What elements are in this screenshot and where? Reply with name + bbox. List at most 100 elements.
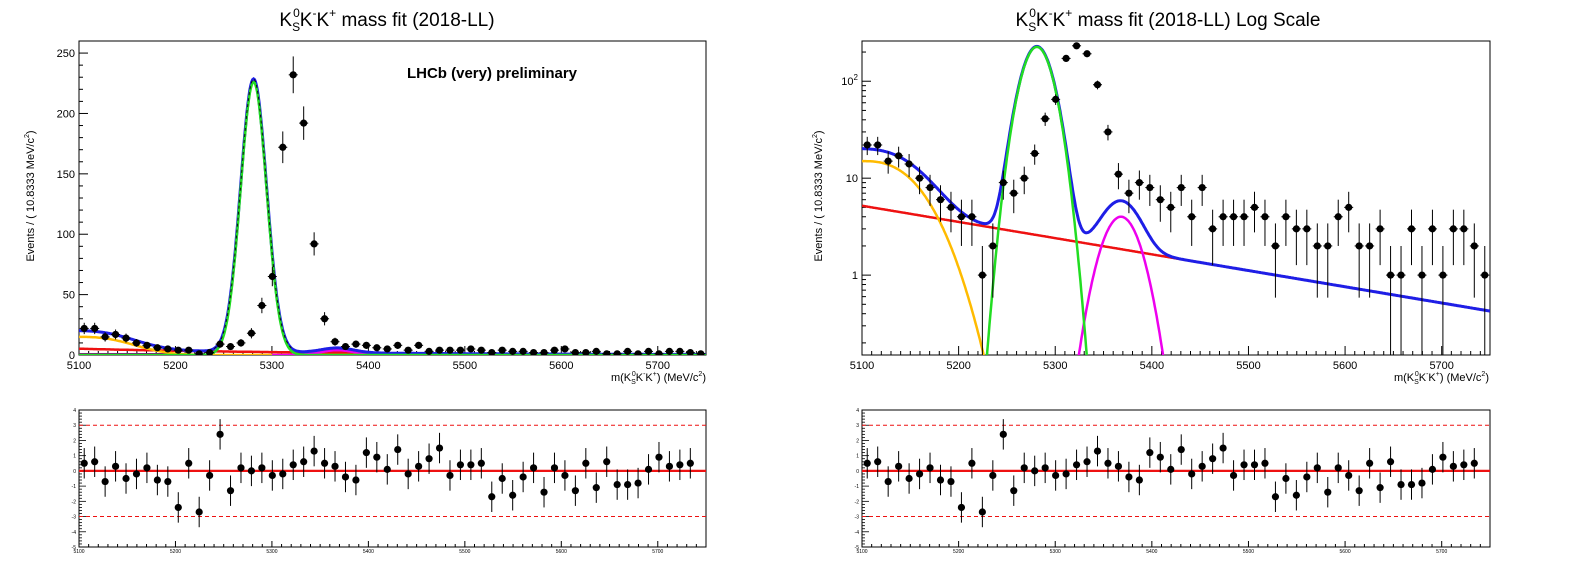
pull-y-tick-label: -1 [72, 484, 77, 490]
mass-fit-linear-plot: 5100 5200 5300 5400 5500 5600 5700 0 50 100 150 200… [57, 40, 715, 372]
data-point [310, 240, 318, 248]
pull-point [905, 474, 913, 483]
pull-point [519, 473, 527, 481]
pull-point [331, 462, 339, 470]
data-point [1397, 271, 1405, 279]
x-tick-label: 5400 [1140, 360, 1164, 372]
pull-point [1407, 480, 1416, 489]
pull-x-tick-label: 5700 [652, 549, 663, 555]
data-point [697, 350, 705, 355]
data-point [863, 141, 871, 149]
log-plot-title: KS0K-K+ mass fit (2018-LL) Log Scale [1016, 6, 1321, 34]
data-point [394, 341, 402, 349]
data-point [1135, 179, 1143, 187]
mass-fit-log-plot: 5100 5200 5300 5400 5500 5600 5700 1 10 102 [841, 40, 1499, 372]
x-tick-label: 5300 [260, 360, 284, 372]
pull-point [1031, 467, 1039, 475]
data-point [936, 196, 945, 204]
data-point [362, 341, 370, 349]
data-point [1324, 242, 1332, 250]
pull-point [1198, 462, 1206, 470]
pull-x-tick-label: 5600 [1340, 549, 1351, 555]
pull-point [1250, 461, 1259, 469]
y-tick-label: 10 [846, 173, 858, 185]
pull-point [550, 464, 559, 472]
data-point [226, 342, 235, 351]
pull-point [362, 449, 370, 457]
y-tick-label: 0 [69, 350, 75, 362]
x-tick-label: 5700 [1429, 360, 1453, 372]
data-point [905, 160, 913, 168]
data-point [1261, 213, 1269, 221]
signal-curve [985, 45, 1089, 355]
pull-point [1261, 459, 1269, 467]
pull-y-tick-label: -1 [855, 484, 860, 490]
main-plot-y-axis-label: Events / ( 10.8333 MeV/c2) [24, 130, 37, 261]
data-point [519, 347, 527, 355]
pull-point [320, 459, 329, 467]
pull-point [300, 458, 308, 466]
pull-point [1229, 471, 1238, 480]
pull-x-tick-label: 5100 [73, 549, 84, 555]
pull-point [1093, 447, 1102, 455]
pull-point [1439, 453, 1447, 461]
x-tick-label: 5100 [67, 360, 91, 372]
pull-point [895, 462, 903, 470]
pull-point [1156, 453, 1164, 461]
x-tick-label: 5300 [1043, 360, 1067, 372]
data-point [665, 347, 674, 355]
pull-point [999, 430, 1007, 438]
pull-point [1135, 476, 1143, 484]
data-point [509, 347, 517, 355]
plot-frame [861, 40, 1491, 356]
data-point [467, 345, 475, 353]
data-point [1010, 189, 1018, 197]
data-point [644, 347, 653, 355]
pull-point [383, 465, 391, 473]
pull-point [655, 453, 663, 461]
pull-point [1418, 479, 1426, 487]
data-point [1282, 213, 1290, 221]
y-tick-label: 50 [63, 290, 75, 302]
pull-point [310, 447, 318, 455]
data-point [279, 143, 287, 151]
data-point [1460, 225, 1468, 233]
pull-point [874, 458, 882, 466]
pull-point [373, 453, 381, 461]
data-point [947, 203, 955, 211]
data-point [1072, 42, 1081, 50]
pull-point [915, 470, 924, 478]
data-point [1492, 272, 1499, 279]
pull-y-tick-label: 4 [856, 408, 859, 414]
pull-point [1386, 458, 1395, 466]
pull-x-tick-label: 5200 [170, 549, 181, 555]
data-point [1062, 54, 1070, 62]
pull-y-tick-label: 2 [856, 438, 859, 444]
pull-point [415, 462, 423, 470]
pull-point [435, 444, 444, 452]
pull-point [446, 471, 454, 480]
data-point [1188, 213, 1196, 221]
data-point [676, 347, 684, 355]
pull-point [1188, 470, 1196, 478]
x-tick-label: 5500 [1236, 360, 1260, 372]
pull-x-tick-label: 5700 [1436, 549, 1447, 555]
data-point [957, 213, 966, 221]
pull-point [237, 464, 245, 472]
pull-y-tick-label: 2 [73, 438, 76, 444]
data-point [1104, 128, 1112, 136]
plot-frame [78, 40, 707, 356]
pull-point [582, 459, 590, 467]
data-point [195, 350, 203, 355]
pull-point [1449, 462, 1457, 470]
fit-curves [79, 76, 706, 355]
pull-point [968, 459, 976, 467]
pull-point [686, 459, 694, 467]
pull-point [592, 484, 600, 492]
data-point [383, 345, 391, 353]
data-point [708, 350, 715, 357]
data-point [1313, 242, 1321, 250]
pull-point [1104, 459, 1112, 467]
x-tick-label: 5200 [946, 360, 970, 372]
data-point [915, 174, 924, 182]
